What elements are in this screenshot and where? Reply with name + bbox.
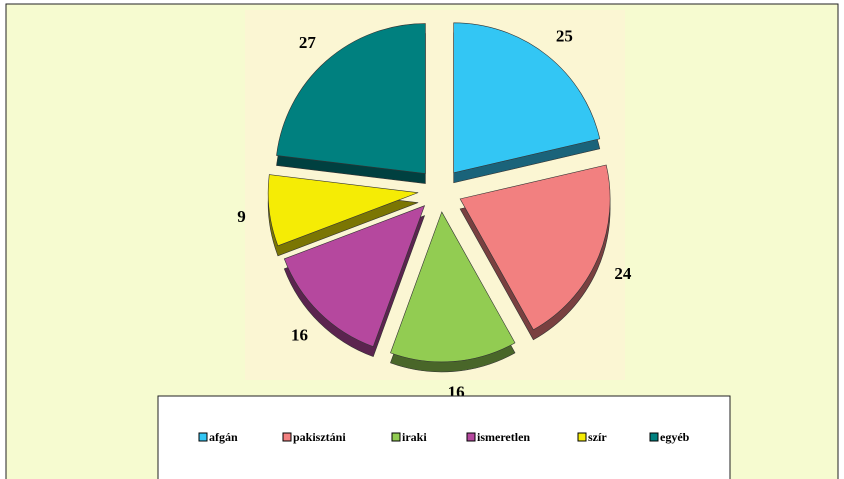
legend: afgán pakisztáni iraki ismeretlen szír egyéb — [198, 430, 690, 444]
slice — [459, 164, 611, 331]
slice — [283, 205, 426, 347]
data-label: 16 — [291, 325, 308, 344]
legend-label: szír — [588, 430, 607, 444]
slice — [390, 211, 516, 363]
data-label: 24 — [614, 264, 632, 283]
data-label: 25 — [556, 26, 573, 45]
legend-label: pakisztáni — [293, 430, 346, 444]
data-label: 9 — [237, 207, 246, 226]
legend-swatch — [577, 432, 587, 442]
legend-swatch — [282, 432, 292, 442]
legend-label: iraki — [402, 430, 427, 444]
slice — [267, 174, 419, 247]
legend-swatch — [391, 432, 401, 442]
legend-swatch — [649, 432, 659, 442]
legend-swatch — [466, 432, 476, 442]
slice — [276, 23, 426, 174]
data-label: 27 — [299, 33, 317, 52]
slice — [453, 22, 601, 174]
legend-box — [157, 395, 731, 479]
legend-label: afgán — [209, 430, 238, 444]
legend-label: ismeretlen — [477, 430, 530, 444]
legend-swatch — [198, 432, 208, 442]
legend-label: egyéb — [660, 430, 690, 444]
